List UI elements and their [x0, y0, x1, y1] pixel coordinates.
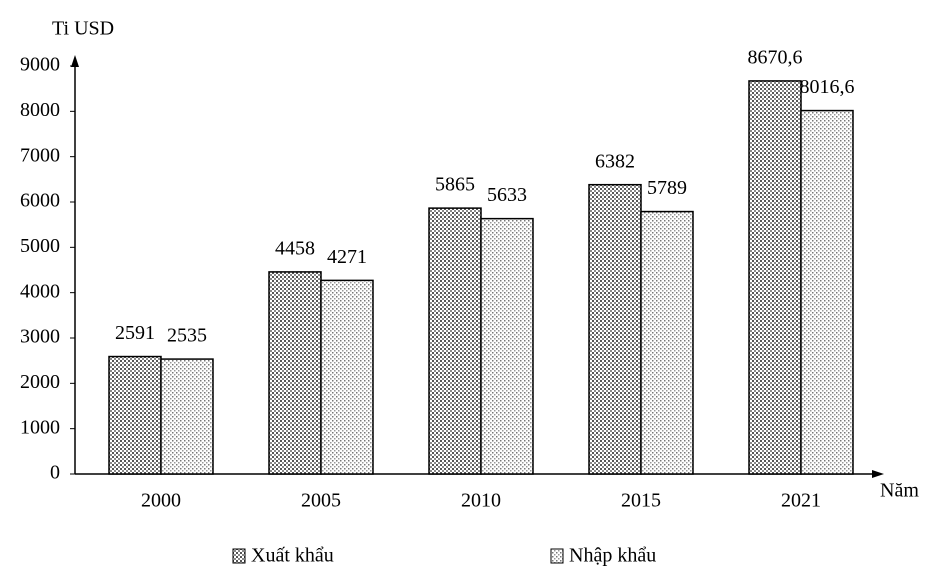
value-label: 4271	[327, 246, 367, 268]
bar	[428, 207, 482, 475]
x-axis-label: Năm	[880, 480, 919, 502]
value-label: 5865	[435, 174, 475, 196]
x-tick-label: 2000	[141, 490, 181, 512]
bar	[800, 109, 854, 475]
value-label: 4458	[275, 237, 315, 259]
y-tick-label: 2000	[20, 371, 60, 393]
y-tick-label: 7000	[20, 144, 60, 166]
y-axis-label: Ti USD	[52, 18, 114, 40]
legend-swatch	[550, 548, 564, 564]
y-tick-label: 1000	[20, 416, 60, 438]
x-tick-label: 2010	[461, 490, 501, 512]
y-tick-label: 3000	[20, 326, 60, 348]
bar	[588, 183, 642, 475]
value-label: 6382	[595, 150, 635, 172]
bar	[480, 217, 534, 475]
bar	[640, 210, 694, 475]
value-label: 5633	[487, 184, 527, 206]
bar	[108, 355, 162, 475]
legend-label: Xuất khẩu	[251, 545, 334, 567]
y-tick-label: 6000	[20, 190, 60, 212]
bar	[748, 80, 802, 475]
value-label: 2535	[167, 325, 207, 347]
value-label: 2591	[115, 322, 155, 344]
bar	[268, 271, 322, 475]
value-label: 8670,6	[748, 47, 803, 69]
legend-label: Nhập khẩu	[569, 545, 656, 567]
x-tick-label: 2005	[301, 490, 341, 512]
y-tick-label: 8000	[20, 99, 60, 121]
x-axis-arrow	[872, 470, 884, 478]
value-label: 8016,6	[800, 76, 855, 98]
y-tick-label: 5000	[20, 235, 60, 257]
y-tick-label: 0	[50, 462, 60, 484]
x-tick-label: 2015	[621, 490, 661, 512]
bar	[160, 358, 214, 475]
y-tick-label: 4000	[20, 280, 60, 302]
bar	[320, 279, 374, 475]
legend-swatch	[232, 548, 246, 564]
y-tick-label: 9000	[20, 54, 60, 76]
value-label: 5789	[647, 177, 687, 199]
x-tick-label: 2021	[781, 490, 821, 512]
y-axis-arrow	[71, 55, 79, 67]
